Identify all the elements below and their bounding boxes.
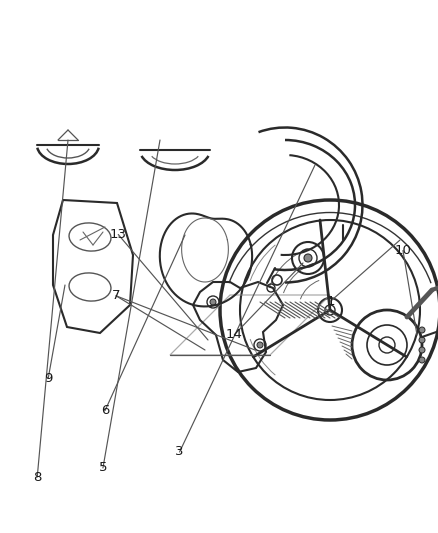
Text: 3: 3 — [175, 446, 184, 458]
Circle shape — [210, 299, 216, 305]
Text: 6: 6 — [101, 404, 110, 417]
Text: 8: 8 — [33, 471, 42, 483]
Circle shape — [304, 254, 312, 262]
Circle shape — [419, 347, 425, 353]
Circle shape — [257, 342, 263, 348]
Text: 14: 14 — [226, 328, 243, 341]
Text: 10: 10 — [395, 244, 411, 257]
Circle shape — [419, 357, 425, 363]
Circle shape — [419, 327, 425, 333]
Text: 7: 7 — [112, 289, 120, 302]
Text: 5: 5 — [99, 462, 107, 474]
Text: 1: 1 — [326, 295, 335, 308]
Text: 13: 13 — [110, 228, 127, 241]
Circle shape — [419, 337, 425, 343]
Text: 9: 9 — [44, 372, 53, 385]
